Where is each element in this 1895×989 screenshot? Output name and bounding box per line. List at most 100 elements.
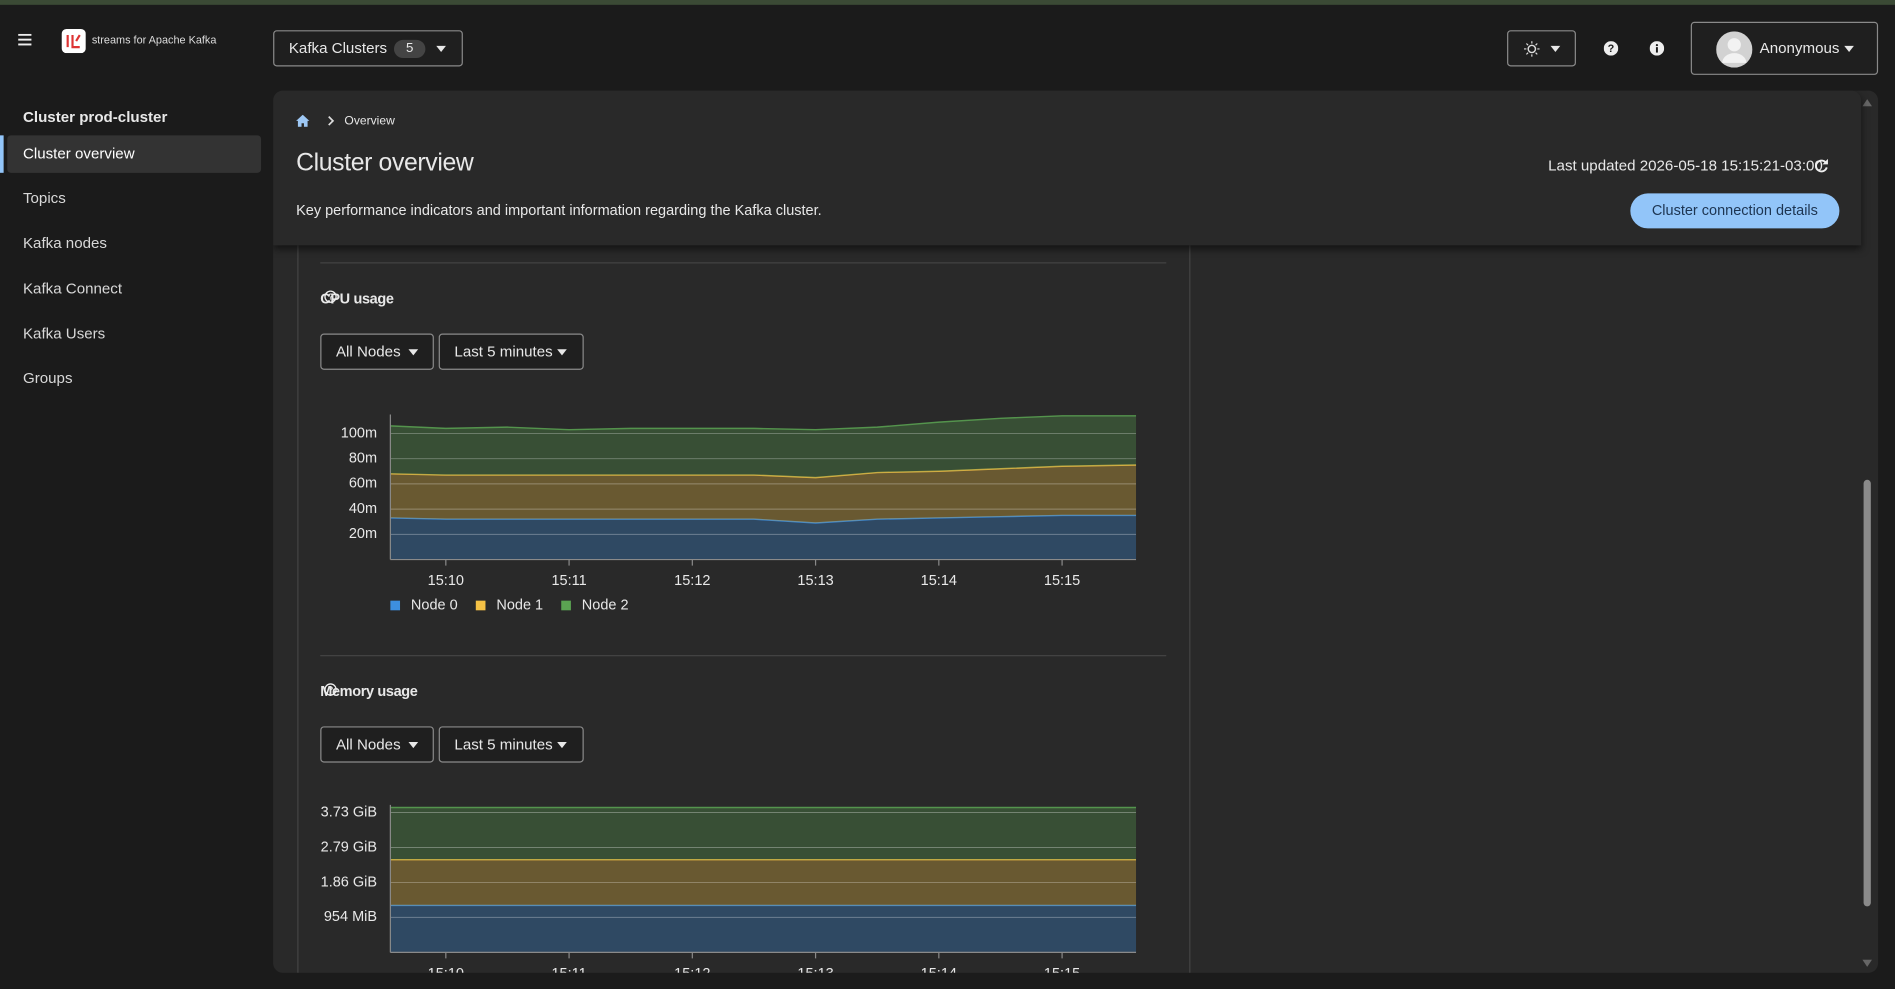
chart-title: CPU usage bbox=[320, 290, 394, 307]
legend-label: Node 0 bbox=[411, 597, 458, 613]
page-description: Key performance indicators and important… bbox=[296, 201, 822, 219]
nav-item[interactable]: Topics bbox=[22, 189, 66, 207]
area-fill bbox=[390, 807, 1137, 860]
area-line bbox=[390, 415, 1137, 431]
y-tick-label: 3.73 GiB bbox=[321, 804, 377, 820]
x-tick-label: 15:11 bbox=[551, 573, 586, 589]
svg-text:?: ? bbox=[1608, 43, 1615, 55]
page-title: Cluster overview bbox=[296, 148, 474, 177]
scroll-area: CPU usage? All Nodes Last 5 minutes Memo… bbox=[273, 245, 1861, 973]
area-fill bbox=[390, 415, 1137, 478]
x-tick-label: 15:11 bbox=[551, 966, 586, 973]
home-icon[interactable] bbox=[296, 114, 310, 127]
x-tick-label: 15:13 bbox=[797, 966, 833, 973]
y-tick-label: 40m bbox=[349, 501, 377, 517]
node-select[interactable]: All Nodes bbox=[320, 333, 434, 370]
section-title: Memory usage? bbox=[320, 682, 418, 700]
scroll-up[interactable] bbox=[1862, 99, 1873, 107]
y-tick-label: 80m bbox=[349, 450, 377, 466]
page-header: Overview Cluster overview Last updated 2… bbox=[273, 90, 1862, 246]
range-select[interactable]: Last 5 minutes bbox=[438, 333, 584, 370]
clusters-dropdown[interactable]: Kafka Clusters 5 bbox=[273, 30, 463, 67]
column-divider bbox=[297, 245, 299, 973]
charts: 20m 40m 60m 80m 100m 15:10 15:11 15:12 15:13 15:1… bbox=[321, 414, 1137, 973]
legend-label: Node 1 bbox=[496, 597, 543, 613]
node-select[interactable]: All Nodes bbox=[320, 726, 434, 763]
caret bbox=[1550, 45, 1561, 52]
logo[interactable] bbox=[61, 29, 86, 54]
area-line bbox=[390, 514, 1137, 524]
area-fill bbox=[390, 515, 1137, 560]
sidebar-title: Cluster prod-cluster bbox=[22, 108, 168, 126]
select-label: Last 5 minutes bbox=[454, 343, 553, 361]
caret bbox=[408, 742, 419, 749]
y-tick-label: 100m bbox=[341, 425, 377, 441]
nav-item[interactable]: Kafka Users bbox=[22, 325, 106, 343]
select-label: All Nodes bbox=[335, 343, 401, 361]
column-divider bbox=[1189, 245, 1191, 973]
brand: streams for Apache Kafka bbox=[91, 33, 217, 46]
x-tick-label: 15:12 bbox=[674, 966, 710, 973]
connection-details-button[interactable]: Cluster connection details bbox=[1630, 193, 1840, 229]
help-icon[interactable]: ? bbox=[324, 290, 337, 303]
last-updated: Last updated 2026-05-18 15:15:21-03:00 bbox=[1548, 157, 1823, 175]
caret bbox=[436, 45, 446, 52]
legend-swatch bbox=[475, 600, 486, 611]
info-icon[interactable] bbox=[1649, 41, 1665, 56]
caret bbox=[1844, 45, 1854, 52]
refresh-icon[interactable] bbox=[1814, 158, 1829, 173]
help-icon[interactable]: ? bbox=[324, 683, 337, 696]
legend-swatch bbox=[561, 600, 571, 611]
divider bbox=[320, 262, 1167, 264]
area-line bbox=[390, 464, 1137, 479]
x-tick-label: 15:14 bbox=[921, 573, 957, 589]
scrollbar-thumb[interactable] bbox=[1863, 479, 1871, 907]
user-menu[interactable]: Anonymous bbox=[1690, 21, 1879, 75]
area-fill bbox=[390, 905, 1137, 953]
main-panel: Overview Cluster overview Last updated 2… bbox=[273, 90, 1879, 973]
menu-toggle[interactable] bbox=[18, 33, 33, 46]
area-fill bbox=[390, 859, 1137, 906]
x-tick-label: 15:15 bbox=[1044, 966, 1080, 973]
legend-label: Node 2 bbox=[582, 597, 629, 613]
user-name: Anonymous bbox=[1759, 39, 1840, 57]
y-tick-label: 60m bbox=[349, 476, 377, 492]
active-nav-bg bbox=[7, 135, 262, 173]
y-tick-label: 2.79 GiB bbox=[321, 839, 377, 855]
select-label: All Nodes bbox=[335, 736, 401, 753]
legend-swatch bbox=[390, 600, 401, 611]
clusters-label: Kafka Clusters bbox=[288, 39, 388, 57]
theme-toggle[interactable] bbox=[1507, 30, 1576, 67]
area-fill bbox=[390, 464, 1137, 523]
breadcrumb-separator bbox=[328, 116, 335, 126]
nav-item[interactable]: Cluster overview bbox=[22, 145, 135, 162]
nav-item[interactable]: Groups bbox=[22, 369, 73, 387]
scroll-down[interactable] bbox=[1862, 959, 1873, 967]
x-tick-label: 15:15 bbox=[1044, 573, 1080, 589]
chart-title: Memory usage bbox=[320, 682, 418, 700]
y-tick-label: 20m bbox=[349, 526, 377, 542]
help-icon[interactable]: ? bbox=[1603, 41, 1619, 56]
section-title: CPU usage? bbox=[320, 290, 394, 307]
y-tick-label: 1.86 GiB bbox=[321, 874, 377, 890]
active-indicator bbox=[0, 135, 4, 173]
top-bar bbox=[0, 0, 1895, 5]
divider bbox=[320, 655, 1167, 657]
x-tick-label: 15:13 bbox=[797, 573, 833, 589]
avatar bbox=[1716, 31, 1753, 68]
x-tick-label: 15:10 bbox=[428, 573, 464, 589]
caret bbox=[557, 349, 567, 356]
range-select[interactable]: Last 5 minutes bbox=[438, 726, 584, 763]
svg-text:?: ? bbox=[328, 292, 333, 302]
nav-item[interactable]: Kafka Connect bbox=[22, 280, 123, 298]
x-tick-label: 15:14 bbox=[921, 966, 957, 973]
caret bbox=[408, 349, 419, 356]
sun-icon bbox=[1523, 41, 1540, 57]
nav-item[interactable]: Kafka nodes bbox=[22, 234, 107, 252]
chart-layer: 20m 40m 60m 80m 100m 15:10 15:11 15:12 15:13 15:1… bbox=[321, 414, 1137, 973]
y-tick-label: 954 MiB bbox=[324, 909, 377, 925]
breadcrumb: Overview bbox=[344, 114, 395, 129]
svg-text:?: ? bbox=[328, 684, 333, 694]
